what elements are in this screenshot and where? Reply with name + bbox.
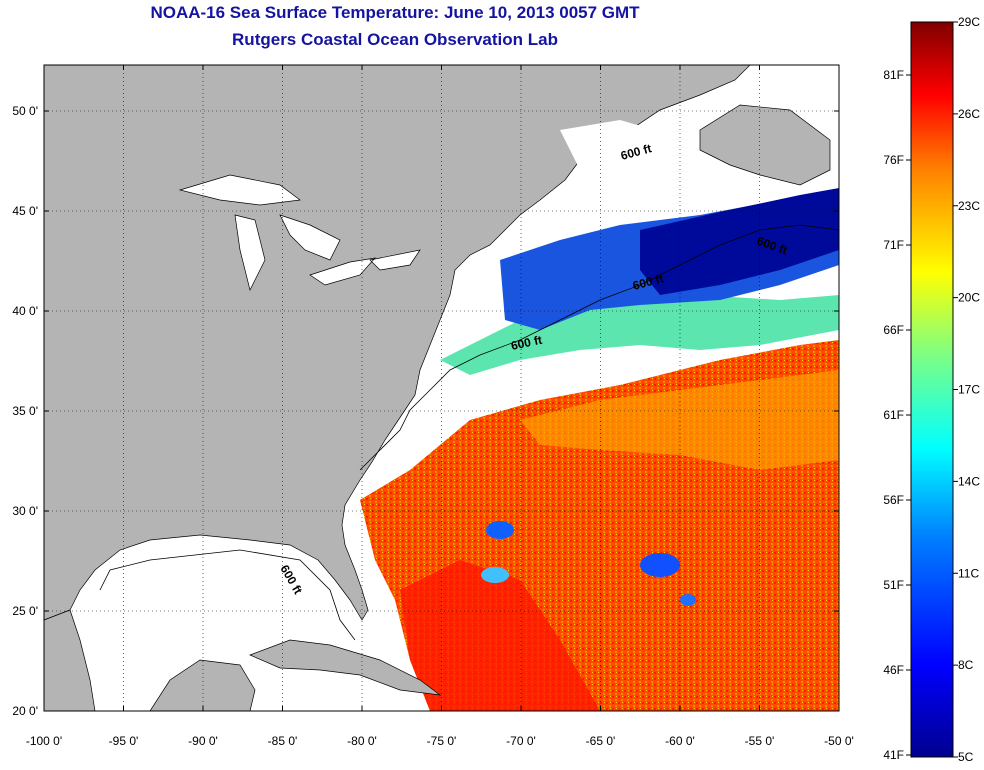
colorbar-fahrenheit-label: 56F: [883, 493, 904, 507]
lon-tick-label: -70 0': [506, 734, 536, 748]
map-subtitle: Rutgers Coastal Ocean Observation Lab: [232, 30, 558, 49]
sst-hot-region: [400, 560, 600, 711]
colorbar-celsius-label: 20C: [958, 291, 980, 305]
colorbar-fahrenheit-label: 61F: [883, 408, 904, 422]
sst-transition-band: [440, 295, 839, 375]
colorbar-celsius-label: 11C: [958, 566, 979, 580]
lat-tick-label: 25 0': [12, 604, 38, 618]
cool-patch: [640, 553, 680, 577]
colorbar-fahrenheit-label: 46F: [883, 663, 904, 677]
land-cuba: [249, 639, 442, 696]
lat-tick-label: 20 0': [12, 704, 38, 718]
colorbar-celsius-label: 8C: [958, 658, 974, 672]
cool-patch: [481, 567, 509, 583]
gulf-st-lawrence: [560, 120, 700, 200]
map-title: NOAA-16 Sea Surface Temperature: June 10…: [150, 3, 640, 22]
lon-tick-label: -95 0': [109, 734, 139, 748]
colorbar: [910, 21, 954, 758]
lat-tick-label: 50 0': [12, 104, 38, 118]
great-lakes: [178, 174, 421, 292]
cool-patch: [486, 521, 514, 539]
colorbar-fahrenheit-label: 41F: [883, 748, 904, 762]
land-newfoundland: [699, 104, 831, 186]
colorbar-fahrenheit-label: 76F: [883, 153, 904, 167]
lon-tick-label: -85 0': [268, 734, 298, 748]
lon-tick-label: -75 0': [427, 734, 457, 748]
graticule: [44, 65, 839, 711]
colorbar-celsius-label: 5C: [958, 750, 974, 764]
colorbar-fahrenheit-label: 81F: [883, 68, 904, 82]
colorbar-celsius-label: 17C: [958, 383, 980, 397]
lon-tick-label: -90 0': [188, 734, 218, 748]
colorbar-fahrenheit-label: 71F: [883, 238, 904, 252]
cool-patch: [680, 594, 696, 606]
lat-tick-label: 35 0': [12, 404, 38, 418]
colorbar-celsius-label: 23C: [958, 199, 980, 213]
colorbar-labels: 29C 26C 23C 20C 17C 14C 11C 8C 5C 81F 76F 71F 66F 61F…: [883, 15, 980, 764]
lat-tick-label: 45 0': [12, 204, 38, 218]
lon-tick-label: -60 0': [665, 734, 695, 748]
colorbar-celsius-label: 26C: [958, 107, 980, 121]
land-north-america: [44, 65, 751, 621]
colorbar-fahrenheit-label: 66F: [883, 323, 904, 337]
lon-tick-label: -80 0': [347, 734, 377, 748]
lon-tick-label: -55 0': [745, 734, 775, 748]
lon-tick-label: -65 0': [586, 734, 616, 748]
lat-tick-label: 40 0': [12, 304, 38, 318]
lon-tick-label: -50 0': [824, 734, 854, 748]
depth-contour-600ft: [99, 224, 839, 641]
land-yucatan: [149, 659, 256, 711]
sst-coldest-region: [640, 188, 839, 295]
axis-ticks: -100 0' -95 0' -90 0' -85 0' -80 0' -75 0' -70…: [12, 65, 854, 748]
colorbar-celsius-label: 29C: [958, 15, 980, 29]
colorbar-fahrenheit-label: 51F: [883, 578, 904, 592]
lat-tick-label: 30 0': [12, 504, 38, 518]
lon-tick-label: -100 0': [26, 734, 62, 748]
colorbar-celsius-label: 14C: [958, 474, 980, 488]
land-mexico: [44, 609, 96, 711]
contour-label: 600 ft: [510, 333, 544, 353]
